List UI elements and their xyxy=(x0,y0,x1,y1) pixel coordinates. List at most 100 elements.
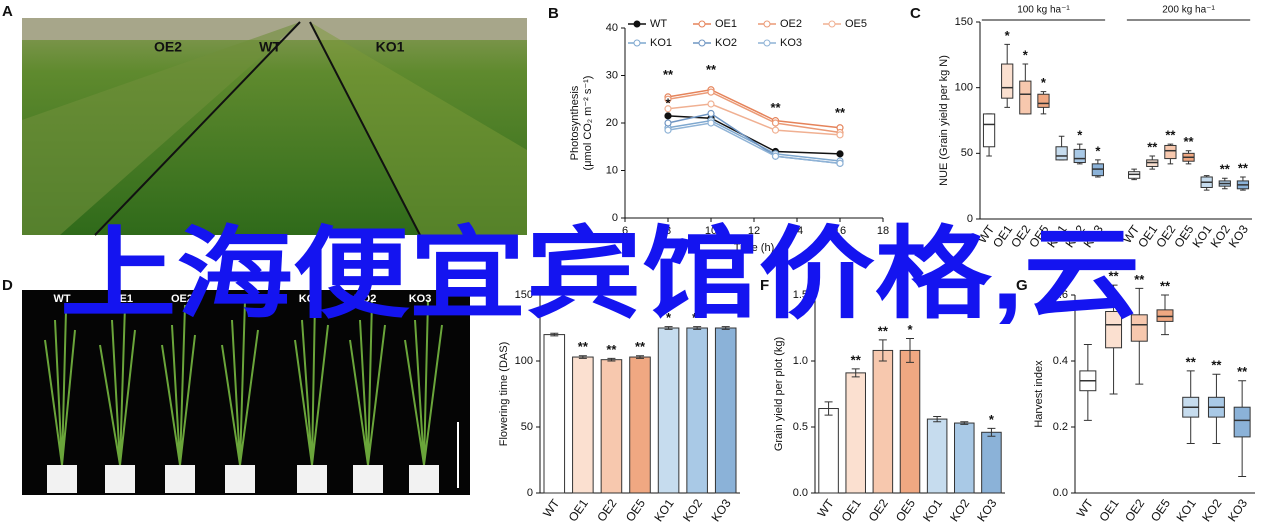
legend-label: KO1 xyxy=(650,37,672,49)
x-tick-label: OE2 xyxy=(866,496,891,524)
significance: ** xyxy=(1183,134,1194,149)
bar xyxy=(657,327,680,494)
bar xyxy=(926,418,948,494)
x-tick-label: KO1 xyxy=(920,496,945,524)
x-tick-label: 14 xyxy=(791,225,803,237)
point xyxy=(707,88,715,96)
significance: ** xyxy=(1109,269,1120,284)
significance: * xyxy=(1095,143,1101,158)
error-bar xyxy=(607,357,616,362)
group-label: 100 kg ha⁻¹ xyxy=(1017,5,1070,16)
legend-marker xyxy=(698,20,706,28)
y-axis-title: (μmol CO₂ m⁻² s⁻¹) xyxy=(582,76,594,171)
x-tick-label: OE1 xyxy=(839,496,864,524)
x-tick-label: 10 xyxy=(705,225,717,237)
y-tick-label: 0 xyxy=(612,212,618,224)
y-tick-label: 1.5 xyxy=(793,289,808,301)
significance: * xyxy=(1077,128,1083,143)
significance: ** xyxy=(1160,278,1171,293)
photo-label: WT xyxy=(53,293,70,305)
significance: * xyxy=(666,310,672,325)
bar xyxy=(954,422,975,494)
y-tick-label: 50 xyxy=(521,421,533,433)
line xyxy=(667,122,841,165)
point xyxy=(771,152,780,160)
y-axis-title: Photosynthesis xyxy=(569,85,581,160)
bar xyxy=(981,431,1002,494)
error-bar xyxy=(987,427,996,437)
photo-d xyxy=(22,290,470,495)
error-bar xyxy=(664,326,673,330)
point xyxy=(707,109,715,118)
y-tick-label: 0.6 xyxy=(1053,289,1068,301)
x-tick-label: OE1 xyxy=(566,496,591,524)
y-tick-label: 100 xyxy=(955,82,973,94)
x-tick-label: OE5 xyxy=(1148,496,1173,524)
photo-label: KO1 xyxy=(299,293,322,305)
bar xyxy=(845,372,866,494)
y-axis-title: Flowering time (DAS) xyxy=(498,342,510,447)
legend-label: OE1 xyxy=(715,18,737,30)
legend-label: OE5 xyxy=(845,18,867,30)
x-tick-label: OE5 xyxy=(623,496,648,524)
point xyxy=(664,112,672,120)
significance: ** xyxy=(1211,358,1222,373)
bar xyxy=(543,334,566,494)
line xyxy=(667,91,841,134)
line xyxy=(667,119,841,162)
legend-marker xyxy=(633,20,641,28)
significance: ** xyxy=(1186,354,1197,369)
point xyxy=(771,119,780,127)
panel-label: D xyxy=(2,277,13,294)
error-bar xyxy=(693,326,702,330)
box xyxy=(1019,80,1032,115)
y-tick-label: 100 xyxy=(515,355,533,367)
annotation: ** xyxy=(835,105,846,120)
y-tick-label: 30 xyxy=(606,69,618,81)
y-axis-title: Grain yield per plot (kg) xyxy=(773,337,785,451)
significance: ** xyxy=(1134,272,1145,287)
error-bar xyxy=(721,326,730,330)
bar xyxy=(572,356,594,494)
point xyxy=(707,119,715,127)
legend-label: WT xyxy=(650,18,667,30)
photo-label: OE2 xyxy=(154,39,182,55)
significance: ** xyxy=(1238,160,1249,175)
x-tick-label: KO2 xyxy=(947,496,972,524)
y-tick-label: 10 xyxy=(606,164,618,176)
legend-marker xyxy=(633,39,641,47)
panel-label: A xyxy=(2,3,13,20)
x-tick-label: 12 xyxy=(748,225,760,237)
x-tick-label: OE2 xyxy=(594,496,619,524)
y-tick-label: 0.4 xyxy=(1053,355,1068,367)
x-tick-label: KO3 xyxy=(974,496,999,524)
panel-label: F xyxy=(760,277,769,294)
y-axis-title: Harvest index xyxy=(1033,360,1045,428)
annotation: ** xyxy=(770,100,781,115)
x-tick-label: KO2 xyxy=(680,496,705,524)
significance: ** xyxy=(606,342,617,357)
x-tick-label: 6 xyxy=(622,225,628,237)
y-axis-title: NUE (Grain yield per kg N) xyxy=(938,55,950,186)
photo-label: OE1 xyxy=(111,293,133,305)
error-bar xyxy=(878,339,887,362)
panel-label: G xyxy=(1016,277,1028,294)
group-label: 200 kg ha⁻¹ xyxy=(1162,5,1215,16)
legend-label: KO2 xyxy=(715,37,737,49)
panel-label: E xyxy=(488,277,498,294)
point xyxy=(836,131,844,139)
x-tick-label: OE5 xyxy=(893,496,918,524)
y-tick-label: 20 xyxy=(606,117,618,129)
y-tick-label: 0 xyxy=(967,213,973,225)
error-bar xyxy=(636,355,644,359)
y-tick-label: 0 xyxy=(527,487,533,499)
legend-marker xyxy=(828,20,836,28)
x-tick-label: OE2 xyxy=(1122,496,1147,524)
x-tick-label: OE1 xyxy=(1096,496,1121,524)
significance: ** xyxy=(878,323,889,338)
error-bar xyxy=(550,332,559,337)
overlay-text: 上海便宜宾馆价格,云 xyxy=(60,218,1140,330)
y-tick-label: 0.5 xyxy=(793,421,808,433)
significance: ** xyxy=(578,339,589,354)
